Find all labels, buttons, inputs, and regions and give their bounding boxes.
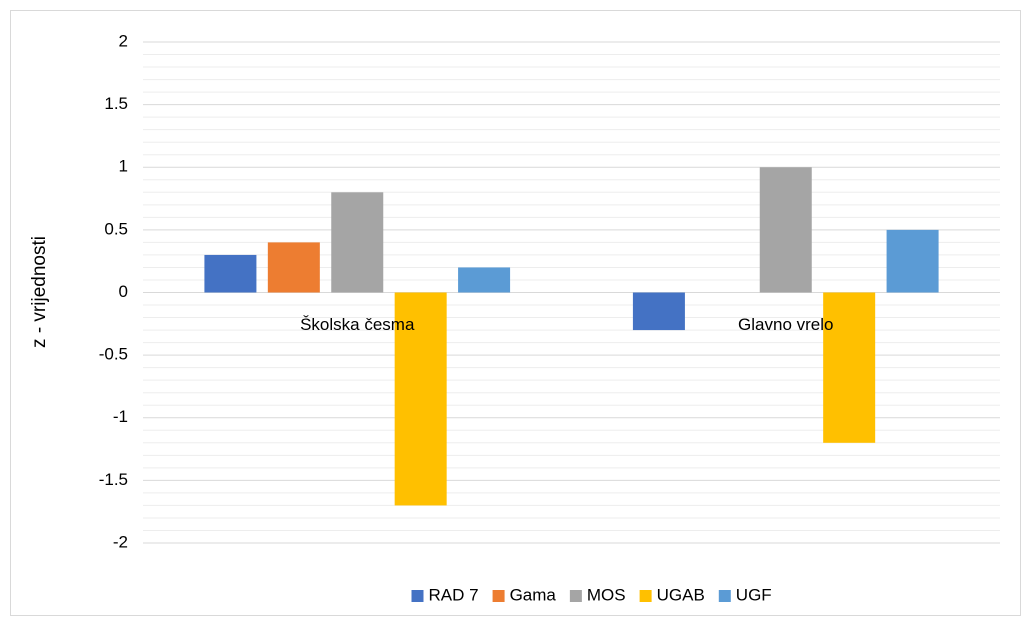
x-tick-label: Glavno vrelo bbox=[738, 315, 833, 334]
legend-swatch bbox=[492, 590, 505, 602]
y-tick-label: -1 bbox=[113, 407, 128, 426]
legend-label: RAD 7 bbox=[429, 585, 479, 604]
legend-swatch bbox=[569, 590, 582, 602]
legend-label: Gama bbox=[510, 585, 557, 604]
y-tick-label: 1 bbox=[119, 157, 128, 176]
bar bbox=[394, 292, 447, 506]
y-tick-label: -1.5 bbox=[99, 470, 128, 489]
bar bbox=[632, 292, 685, 331]
legend-swatch bbox=[639, 590, 652, 602]
y-tick-label: 0.5 bbox=[104, 219, 128, 238]
bar bbox=[886, 229, 939, 293]
legend-swatch bbox=[718, 590, 731, 602]
bar bbox=[823, 292, 876, 443]
legend-label: UGF bbox=[736, 585, 772, 604]
y-tick-label: 0 bbox=[119, 282, 128, 301]
legend-swatch bbox=[411, 590, 424, 602]
y-tick-label: 1.5 bbox=[104, 94, 128, 113]
bar bbox=[458, 267, 511, 293]
y-tick-label: -0.5 bbox=[99, 345, 128, 364]
y-tick-label: -2 bbox=[113, 532, 128, 551]
x-tick-label: Školska česma bbox=[300, 315, 415, 334]
bar bbox=[204, 254, 257, 293]
bar bbox=[759, 167, 812, 293]
bar bbox=[267, 242, 320, 293]
legend-label: MOS bbox=[587, 585, 626, 604]
y-axis-label: z - vrijednosti bbox=[29, 236, 50, 348]
bar bbox=[331, 192, 384, 293]
legend-label: UGAB bbox=[657, 585, 705, 604]
y-tick-label: 2 bbox=[119, 31, 128, 50]
